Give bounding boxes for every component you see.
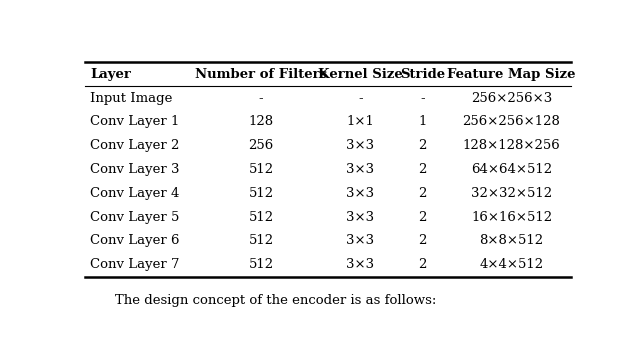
Text: 3×3: 3×3 <box>346 258 374 271</box>
Text: 3×3: 3×3 <box>346 187 374 200</box>
Text: 2: 2 <box>418 234 426 247</box>
Text: 8×8×512: 8×8×512 <box>479 234 543 247</box>
Text: Conv Layer 1: Conv Layer 1 <box>90 116 179 129</box>
Text: 3×3: 3×3 <box>346 234 374 247</box>
Text: -: - <box>420 92 424 104</box>
Text: Feature Map Size: Feature Map Size <box>447 68 576 81</box>
Text: 16×16×512: 16×16×512 <box>471 211 552 224</box>
Text: Conv Layer 3: Conv Layer 3 <box>90 163 179 176</box>
Text: 256×256×3: 256×256×3 <box>471 92 552 104</box>
Text: 3×3: 3×3 <box>346 211 374 224</box>
Text: Conv Layer 6: Conv Layer 6 <box>90 234 179 247</box>
Text: 2: 2 <box>418 163 426 176</box>
Text: 512: 512 <box>248 234 274 247</box>
Text: Conv Layer 2: Conv Layer 2 <box>90 139 179 152</box>
Text: Input Image: Input Image <box>90 92 172 104</box>
Text: Conv Layer 4: Conv Layer 4 <box>90 187 179 200</box>
Text: 512: 512 <box>248 163 274 176</box>
Text: -: - <box>358 92 362 104</box>
Text: 256×256×128: 256×256×128 <box>463 116 561 129</box>
Text: 32×32×512: 32×32×512 <box>471 187 552 200</box>
Text: Kernel Size: Kernel Size <box>318 68 403 81</box>
Text: Conv Layer 5: Conv Layer 5 <box>90 211 179 224</box>
Text: 512: 512 <box>248 211 274 224</box>
Text: 1×1: 1×1 <box>346 116 374 129</box>
Text: 2: 2 <box>418 258 426 271</box>
Text: 128: 128 <box>248 116 274 129</box>
Text: 2: 2 <box>418 211 426 224</box>
Text: 4×4×512: 4×4×512 <box>479 258 543 271</box>
Text: 128×128×256: 128×128×256 <box>463 139 561 152</box>
Text: Layer: Layer <box>90 68 131 81</box>
Text: -: - <box>259 92 263 104</box>
Text: 2: 2 <box>418 187 426 200</box>
Text: 3×3: 3×3 <box>346 163 374 176</box>
Text: Number of Filters: Number of Filters <box>195 68 327 81</box>
Text: Conv Layer 7: Conv Layer 7 <box>90 258 179 271</box>
Text: 2: 2 <box>418 139 426 152</box>
Text: The design concept of the encoder is as follows:: The design concept of the encoder is as … <box>115 294 436 307</box>
Text: 1: 1 <box>418 116 426 129</box>
Text: 3×3: 3×3 <box>346 139 374 152</box>
Text: 512: 512 <box>248 258 274 271</box>
Text: Stride: Stride <box>399 68 445 81</box>
Text: 512: 512 <box>248 187 274 200</box>
Text: 256: 256 <box>248 139 274 152</box>
Text: 64×64×512: 64×64×512 <box>471 163 552 176</box>
